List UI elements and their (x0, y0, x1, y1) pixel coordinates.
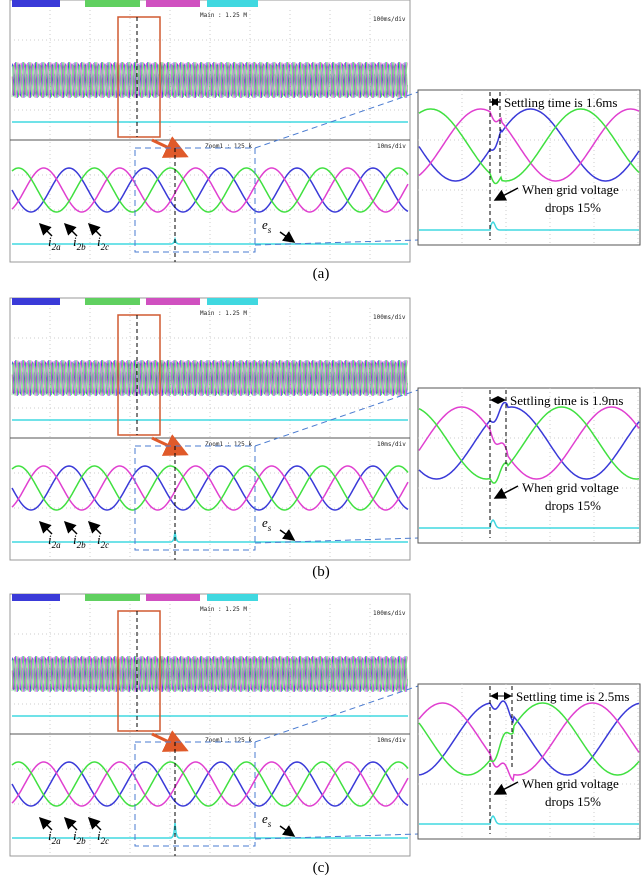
zoom-scale: 10ms/div (377, 143, 406, 150)
inset (418, 684, 640, 839)
channel-tag (146, 0, 200, 7)
note-line: drops 15% (545, 498, 601, 513)
symbol-sub: 2b (77, 836, 87, 846)
channel-tag (12, 298, 60, 305)
panel: Main : 1.25 M 100ms/div Zoom1 : 125 k 10ms/… (10, 298, 640, 580)
panel: Main : 1.25 M 100ms/div Zoom1 : 125 k 10ms/… (10, 0, 640, 282)
symbol-sub: 2c (101, 836, 110, 846)
note-line: drops 15% (545, 794, 601, 809)
caption: (b) (312, 564, 330, 580)
main-scale: 100ms/div (373, 314, 406, 321)
main-scale: 100ms/div (373, 16, 406, 23)
channel-tag (207, 594, 258, 601)
symbol-sub: 2a (52, 242, 62, 252)
symbol-sub: s (268, 523, 272, 533)
caption: (a) (313, 266, 330, 282)
zoom-scale: 10ms/div (377, 737, 406, 744)
panel: Main : 1.25 M 100ms/div Zoom1 : 125 k 10ms/… (10, 594, 640, 876)
symbol-sub: 2c (101, 242, 110, 252)
symbol-sub: 2a (52, 836, 62, 846)
symbol-sub: 2a (52, 540, 62, 550)
channel-tag (207, 298, 258, 305)
zoom-label: Zoom1 : 125 k (205, 143, 252, 150)
main-label: Main : 1.25 M (200, 310, 247, 317)
page: {"panels": [ {"caption": "(a)", "main": … (0, 0, 642, 887)
symbol-sub: 2c (101, 540, 110, 550)
inset (418, 388, 640, 543)
channel-tag (85, 594, 140, 601)
note-line: When grid voltage (522, 480, 619, 495)
channel-tag (12, 0, 60, 7)
zoom-label: Zoom1 : 125 k (205, 441, 252, 448)
note-line: When grid voltage (522, 776, 619, 791)
caption: (c) (313, 860, 330, 876)
symbol-sub: 2b (77, 540, 87, 550)
figure: Main : 1.25 M 100ms/div Zoom1 : 125 k 10ms/… (0, 0, 642, 887)
zoom-scale: 10ms/div (377, 441, 406, 448)
symbol-sub: s (268, 819, 272, 829)
settling-label: Settling time is 1.9ms (510, 393, 623, 408)
note-line: When grid voltage (522, 182, 619, 197)
main-scale: 100ms/div (373, 610, 406, 617)
settling-label: Settling time is 1.6ms (504, 95, 617, 110)
channel-tag (146, 594, 200, 601)
symbol-sub: s (268, 225, 272, 235)
settling-label: Settling time is 2.5ms (516, 689, 629, 704)
channel-tag (207, 0, 258, 7)
zoom-label: Zoom1 : 125 k (205, 737, 252, 744)
channel-tag (85, 298, 140, 305)
channel-tag (85, 0, 140, 7)
main-label: Main : 1.25 M (200, 12, 247, 19)
note-line: drops 15% (545, 200, 601, 215)
channel-tag (146, 298, 200, 305)
main-label: Main : 1.25 M (200, 606, 247, 613)
inset (418, 90, 640, 245)
channel-tag (12, 594, 60, 601)
symbol-sub: 2b (77, 242, 87, 252)
